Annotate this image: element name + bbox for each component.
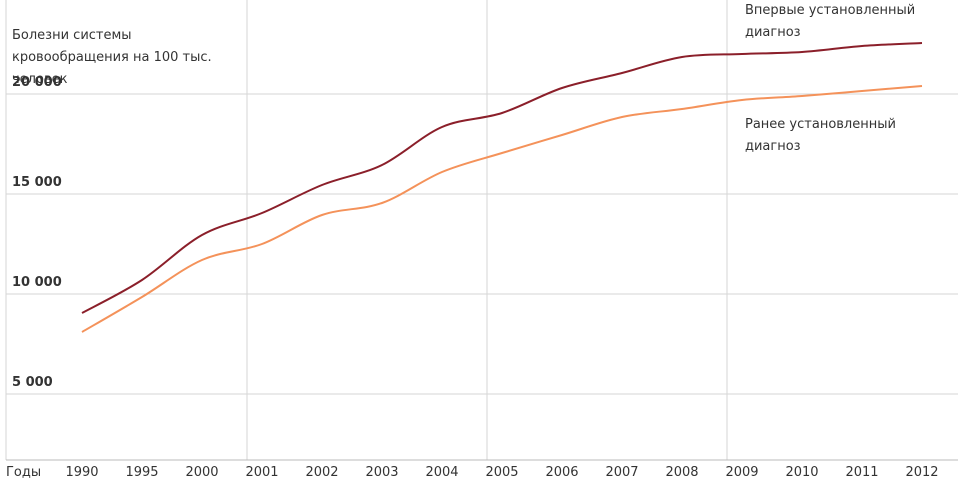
x-tick-label: 2007: [605, 465, 638, 480]
legend-label: Ранее установленный диагноз: [745, 117, 896, 154]
x-tick-label: 2010: [785, 465, 818, 480]
x-tick-label: 1990: [65, 465, 98, 480]
x-tick-label: 2008: [665, 465, 698, 480]
x-tick-label: 2001: [245, 465, 278, 480]
legend-label: Впервые установленный диагноз: [745, 3, 916, 40]
x-tick-label: 2005: [485, 465, 518, 480]
series-line: [81, 85, 923, 333]
x-tick-label: 2006: [545, 465, 578, 480]
x-tick-label: 2000: [185, 465, 218, 480]
x-tick-label: 2011: [845, 465, 878, 480]
x-tick-label: 2003: [365, 465, 398, 480]
x-tick-label: 2009: [725, 465, 758, 480]
y-axis-title: Болезни системы кровообращения на 100 ты…: [12, 28, 212, 87]
series-line: [81, 42, 923, 314]
y-tick-label: 10 000: [12, 275, 62, 290]
y-tick-label: 5 000: [12, 375, 53, 390]
y-tick-label: 15 000: [12, 175, 62, 190]
x-tick-label: 2004: [425, 465, 458, 480]
x-axis-title: Годы: [6, 465, 41, 480]
x-tick-label: 2002: [305, 465, 338, 480]
x-tick-label: 2012: [905, 465, 938, 480]
y-tick-label: 20 000: [12, 75, 62, 90]
x-tick-label: 1995: [125, 465, 158, 480]
